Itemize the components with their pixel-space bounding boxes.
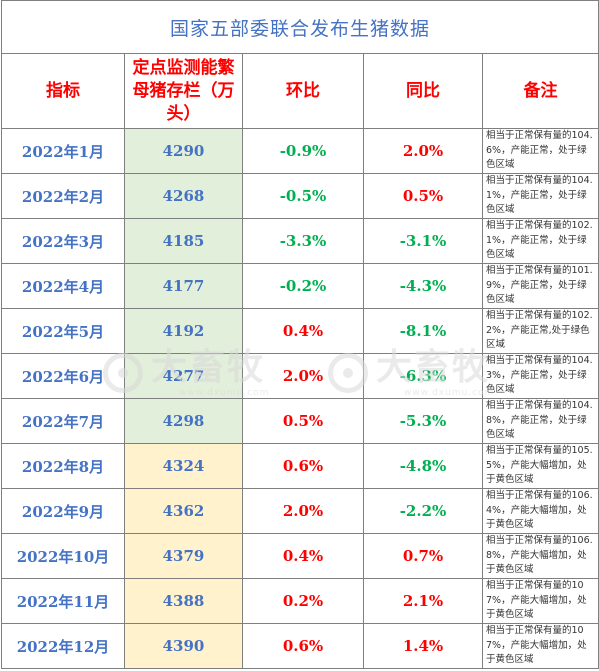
row-note: 相当于正常保有量的105.5%，产能大幅增加，处于黄色区域	[482, 443, 599, 489]
header-mom: 环比	[242, 53, 364, 129]
row-sow-count: 4379	[124, 533, 243, 579]
row-month: 2022年9月	[1, 488, 125, 534]
table-row: 2022年6月 4277 2.0% -6.3% 相当于正常保有量的104.3%，产能正常…	[1, 353, 599, 399]
row-sow-count: 4290	[124, 128, 243, 174]
row-yoy: 2.0%	[363, 128, 483, 174]
row-yoy: -8.1%	[363, 308, 483, 354]
table-row: 2022年9月 4362 2.0% -2.2% 相当于正常保有量的106.4%，产能大幅…	[1, 488, 599, 534]
row-yoy: 0.5%	[363, 173, 483, 219]
row-mom: -0.2%	[242, 263, 364, 309]
row-sow-count: 4177	[124, 263, 243, 309]
row-note: 相当于正常保有量的107%，产能大幅增加，处于黄色区域	[482, 623, 599, 669]
row-mom: 2.0%	[242, 353, 364, 399]
row-month: 2022年3月	[1, 218, 125, 264]
row-mom: 0.5%	[242, 398, 364, 444]
row-mom: 2.0%	[242, 488, 364, 534]
row-sow-count: 4324	[124, 443, 243, 489]
header-yoy: 同比	[363, 53, 483, 129]
row-yoy: -3.1%	[363, 218, 483, 264]
row-note: 相当于正常保有量的104.8%，产能正常，处于绿色区域	[482, 398, 599, 444]
row-note: 相当于正常保有量的104.3%，产能正常，处于绿色区域	[482, 353, 599, 399]
row-sow-count: 4362	[124, 488, 243, 534]
title-row: 国家五部委联合发布生猪数据	[1, 0, 599, 54]
row-month: 2022年10月	[1, 533, 125, 579]
row-sow-count: 4192	[124, 308, 243, 354]
table-title: 国家五部委联合发布生猪数据	[1, 0, 599, 54]
table-row: 2022年12月 4390 0.6% 1.4% 相当于正常保有量的107%，产能大幅增加…	[1, 623, 599, 669]
row-sow-count: 4298	[124, 398, 243, 444]
row-yoy: -6.3%	[363, 353, 483, 399]
row-mom: 0.2%	[242, 578, 364, 624]
row-sow-count: 4277	[124, 353, 243, 399]
table-row: 2022年3月 4185 -3.3% -3.1% 相当于正常保有量的102.1%，产能正…	[1, 218, 599, 264]
row-month: 2022年1月	[1, 128, 125, 174]
table-row: 2022年8月 4324 0.6% -4.8% 相当于正常保有量的105.5%，产能大幅…	[1, 443, 599, 489]
row-yoy: -4.3%	[363, 263, 483, 309]
row-sow-count: 4388	[124, 578, 243, 624]
row-month: 2022年11月	[1, 578, 125, 624]
table-row: 2022年7月 4298 0.5% -5.3% 相当于正常保有量的104.8%，产能正常…	[1, 398, 599, 444]
header-sows: 定点监测能繁母猪存栏（万头）	[124, 53, 243, 129]
row-mom: 0.4%	[242, 533, 364, 579]
row-yoy: -2.2%	[363, 488, 483, 534]
table-row: 2022年4月 4177 -0.2% -4.3% 相当于正常保有量的101.9%，产能正…	[1, 263, 599, 309]
row-month: 2022年4月	[1, 263, 125, 309]
row-note: 相当于正常保有量的101.9%，产能正常，处于绿色区域	[482, 263, 599, 309]
row-note: 相当于正常保有量的102.1%，产能正常，处于绿色区域	[482, 218, 599, 264]
row-month: 2022年8月	[1, 443, 125, 489]
row-month: 2022年7月	[1, 398, 125, 444]
table-row: 2022年1月 4290 -0.9% 2.0% 相当于正常保有量的104.6%，产能正常…	[1, 128, 599, 174]
header-note: 备注	[482, 53, 599, 129]
row-sow-count: 4390	[124, 623, 243, 669]
row-yoy: 1.4%	[363, 623, 483, 669]
table-row: 2022年10月 4379 0.4% 0.7% 相当于正常保有量的106.8%，产能大幅…	[1, 533, 599, 579]
row-mom: 0.6%	[242, 623, 364, 669]
row-sow-count: 4185	[124, 218, 243, 264]
row-note: 相当于正常保有量的106.8%，产能大幅增加，处于黄色区域	[482, 533, 599, 579]
table-row: 2022年11月 4388 0.2% 2.1% 相当于正常保有量的107%，产能大幅增加…	[1, 578, 599, 624]
row-mom: -0.5%	[242, 173, 364, 219]
row-month: 2022年2月	[1, 173, 125, 219]
row-note: 相当于正常保有量的107%，产能大幅增加，处于黄色区域	[482, 578, 599, 624]
row-sow-count: 4268	[124, 173, 243, 219]
row-month: 2022年5月	[1, 308, 125, 354]
row-yoy: -4.8%	[363, 443, 483, 489]
row-mom: -0.9%	[242, 128, 364, 174]
row-note: 相当于正常保有量的104.1%，产能正常，处于绿色区域	[482, 173, 599, 219]
header-indicator: 指标	[1, 53, 125, 129]
row-month: 2022年6月	[1, 353, 125, 399]
row-month: 2022年12月	[1, 623, 125, 669]
row-mom: -3.3%	[242, 218, 364, 264]
row-mom: 0.4%	[242, 308, 364, 354]
table-row: 2022年5月 4192 0.4% -8.1% 相当于正常保有量的102.2%，产能正常…	[1, 308, 599, 354]
row-yoy: 0.7%	[363, 533, 483, 579]
table-row: 2022年2月 4268 -0.5% 0.5% 相当于正常保有量的104.1%，产能正常…	[1, 173, 599, 219]
row-mom: 0.6%	[242, 443, 364, 489]
row-yoy: -5.3%	[363, 398, 483, 444]
header-row: 指标 定点监测能繁母猪存栏（万头） 环比 同比 备注	[1, 53, 599, 129]
row-note: 相当于正常保有量的102.2%，产能正常,处于绿色区域	[482, 308, 599, 354]
row-yoy: 2.1%	[363, 578, 483, 624]
row-note: 相当于正常保有量的106.4%，产能大幅增加，处于黄色区域	[482, 488, 599, 534]
row-note: 相当于正常保有量的104.6%，产能正常，处于绿色区域	[482, 128, 599, 174]
